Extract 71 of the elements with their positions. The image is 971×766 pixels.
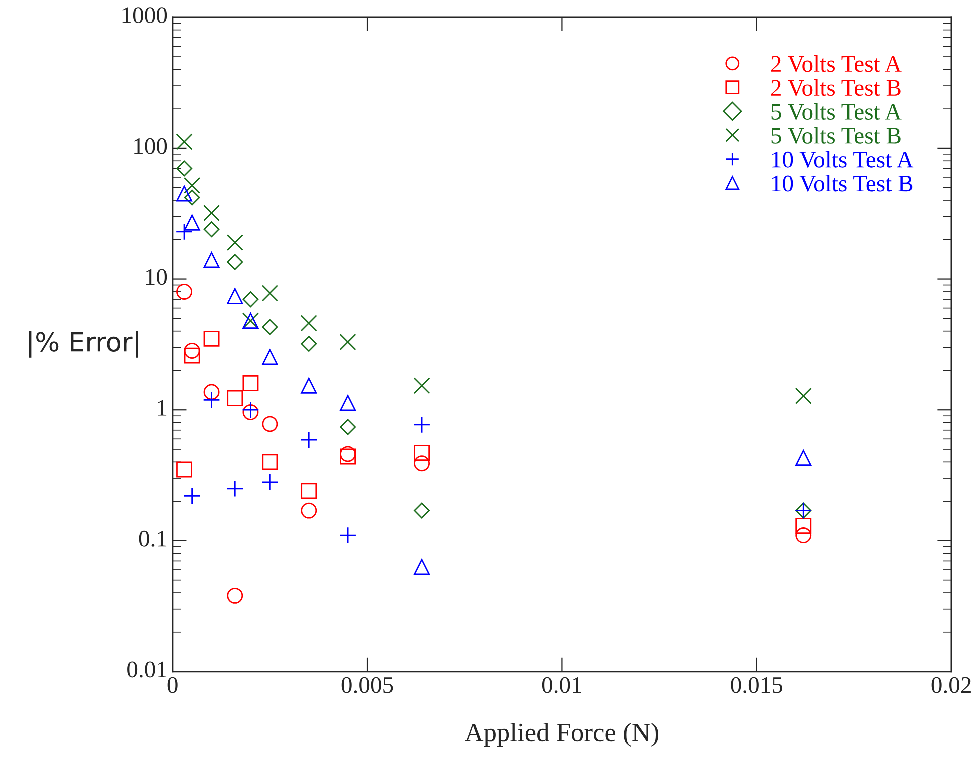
point [204, 330, 220, 347]
point [414, 502, 430, 519]
y-tick-label: 1 [158, 400, 167, 416]
y-tick-label: 1000 [122, 8, 168, 24]
point [176, 134, 193, 150]
point [413, 416, 431, 434]
point [227, 254, 244, 270]
point [301, 336, 318, 352]
point [301, 378, 318, 394]
point [227, 588, 244, 604]
point [204, 384, 220, 400]
x-tick-label: 0.005 [342, 677, 394, 694]
point [203, 392, 220, 409]
legend-label: 10 Volts Test A [772, 151, 914, 168]
y-tick-label: 0.1 [139, 530, 167, 547]
x-tick-label: 0.01 [542, 677, 582, 694]
point [340, 334, 356, 351]
point [227, 390, 244, 406]
point [176, 186, 192, 202]
point [414, 378, 430, 394]
point [242, 375, 259, 392]
point [184, 177, 201, 194]
point [414, 559, 430, 576]
point [339, 526, 357, 544]
point [184, 343, 200, 359]
point [300, 431, 318, 449]
point [204, 252, 220, 268]
point [226, 480, 244, 498]
point [184, 488, 201, 505]
point [796, 450, 812, 466]
x-tick-label: 0 [168, 677, 178, 694]
point [227, 288, 244, 304]
point [262, 474, 279, 492]
point [795, 388, 812, 404]
point [262, 285, 278, 302]
point [300, 315, 318, 332]
y-axis-title: |% Error| [29, 332, 138, 358]
legend-label: 2 Volts Test A [771, 56, 902, 72]
point [226, 234, 244, 252]
point [184, 190, 200, 206]
point [242, 292, 259, 308]
y-tick-label: 100 [134, 138, 168, 154]
y-tick-label: 10 [146, 269, 168, 286]
point [414, 445, 430, 461]
legend-label: 10 Volts Test B [772, 175, 913, 192]
legend-label: 5 Volts Test A [772, 103, 902, 120]
legend-label: 5 Volts Test B [772, 127, 901, 144]
x-axis-title: Applied Force (N) [465, 723, 659, 747]
point [796, 518, 812, 534]
point [796, 528, 812, 544]
point [262, 454, 278, 470]
point [340, 395, 356, 412]
point [203, 204, 220, 222]
legend-label: 2 Volts Test B [771, 79, 901, 96]
point [176, 284, 192, 300]
point [262, 349, 278, 366]
point [414, 456, 430, 472]
point [340, 419, 356, 436]
x-tick-label: 0.015 [731, 677, 783, 694]
point [262, 319, 278, 336]
point [301, 502, 318, 519]
point [176, 160, 192, 177]
point [204, 222, 220, 238]
point [184, 214, 200, 231]
point [176, 462, 192, 478]
point [184, 348, 200, 364]
point [301, 483, 318, 500]
point [176, 223, 194, 241]
y-tick-label: 0.01 [128, 662, 167, 678]
point [262, 416, 278, 432]
x-tick-label: 0.02 [932, 677, 971, 694]
